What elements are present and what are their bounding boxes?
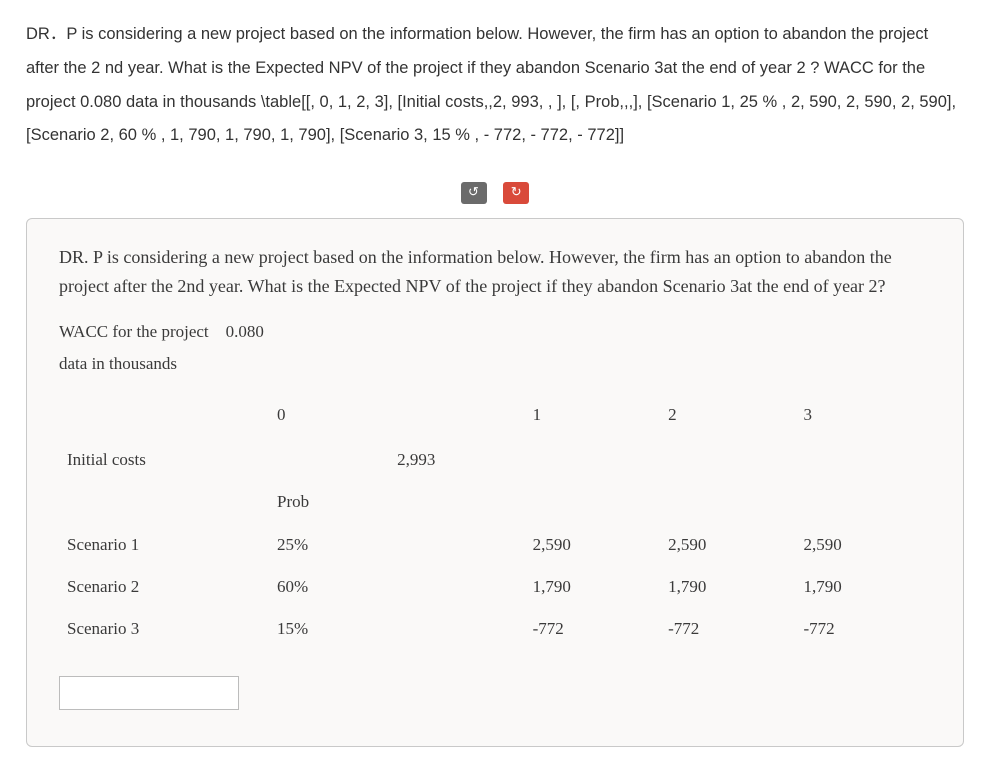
scenario-3-row: Scenario 3 15% -772 -772 -772 xyxy=(59,608,931,650)
scenario-1-y1: 2,590 xyxy=(525,524,660,566)
year-2: 2 xyxy=(660,391,795,439)
scenario-3-y1: -772 xyxy=(525,608,660,650)
scenario-2-prob: 60% xyxy=(269,566,389,608)
next-button[interactable]: ↻ xyxy=(503,182,529,204)
wacc-value: 0.080 xyxy=(226,322,264,341)
nav-button-row: ↻ ↻ xyxy=(26,177,964,207)
scenario-1-prob: 25% xyxy=(269,524,389,566)
scenario-1-label: Scenario 1 xyxy=(59,524,269,566)
card-paragraph: DR. P is considering a new project based… xyxy=(59,243,931,302)
scenario-2-y1: 1,790 xyxy=(525,566,660,608)
scenario-1-row: Scenario 1 25% 2,590 2,590 2,590 xyxy=(59,524,931,566)
scenario-1-y3: 2,590 xyxy=(796,524,931,566)
undo-icon: ↻ xyxy=(468,180,479,205)
question-plaintext: DR．P is considering a new project based … xyxy=(26,18,964,153)
wacc-line: WACC for the project 0.080 xyxy=(59,316,931,348)
prev-button[interactable]: ↻ xyxy=(461,182,487,204)
scenario-3-y2: -772 xyxy=(660,608,795,650)
scenario-2-label: Scenario 2 xyxy=(59,566,269,608)
scenario-2-row: Scenario 2 60% 1,790 1,790 1,790 xyxy=(59,566,931,608)
initial-costs-row: Initial costs 2,993 xyxy=(59,439,931,481)
question-card: DR. P is considering a new project based… xyxy=(26,218,964,748)
outer-container: DR．P is considering a new project based … xyxy=(0,0,990,208)
scenario-2-y2: 1,790 xyxy=(660,566,795,608)
prob-header-row: Prob xyxy=(59,481,931,523)
scenario-3-prob: 15% xyxy=(269,608,389,650)
wacc-label: WACC for the project xyxy=(59,322,209,341)
year-header-row: 0 1 2 3 xyxy=(59,391,931,439)
year-3: 3 xyxy=(796,391,931,439)
prob-label: Prob xyxy=(269,481,389,523)
scenario-1-y2: 2,590 xyxy=(660,524,795,566)
scenario-2-y3: 1,790 xyxy=(796,566,931,608)
initial-costs-value: 2,993 xyxy=(389,439,524,481)
answer-input[interactable] xyxy=(59,676,239,710)
data-in-thousands: data in thousands xyxy=(59,348,931,380)
initial-costs-label: Initial costs xyxy=(59,439,269,481)
scenario-3-label: Scenario 3 xyxy=(59,608,269,650)
year-0: 0 xyxy=(269,391,389,439)
scenario-table: 0 1 2 3 Initial costs 2,993 Prob Scenari… xyxy=(59,391,931,651)
scenario-3-y3: -772 xyxy=(796,608,931,650)
year-1: 1 xyxy=(525,391,660,439)
redo-icon: ↻ xyxy=(511,180,522,205)
